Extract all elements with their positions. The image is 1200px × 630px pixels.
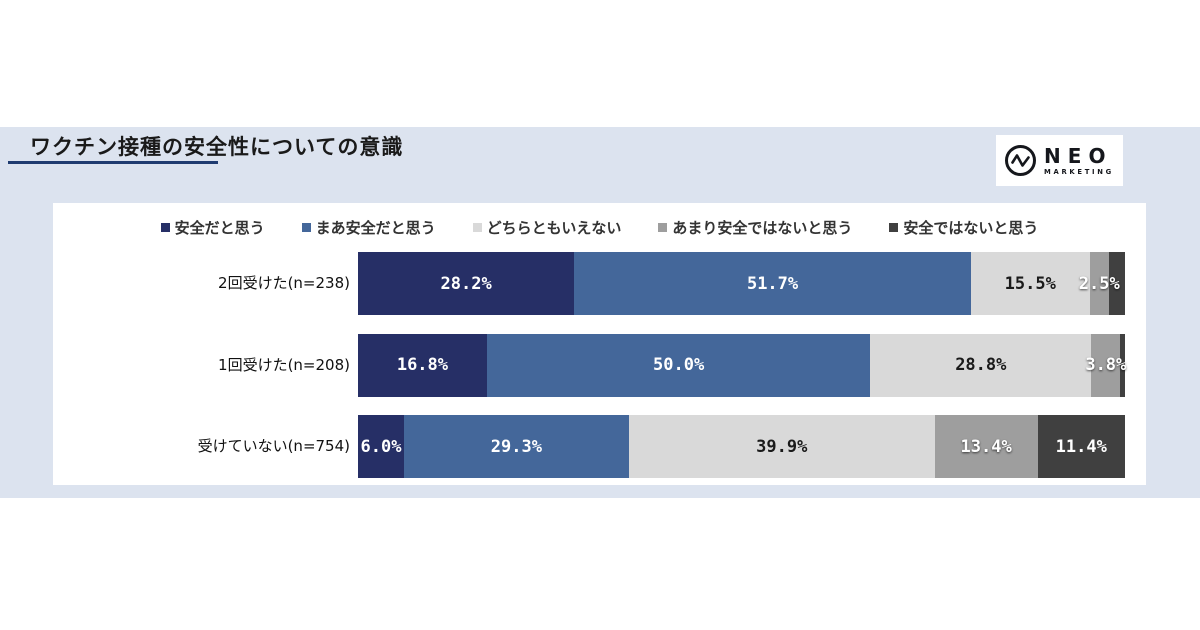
stacked-bar: 6.0% 29.3% 39.9% 13.4% 11.4% <box>358 415 1125 478</box>
bar-value-label: 3.8% <box>1085 355 1127 375</box>
bar-value-label: 6.0% <box>360 436 402 457</box>
bar-segment: 2.5% <box>1079 252 1120 315</box>
title-underline <box>8 161 218 164</box>
legend-swatch-icon <box>658 223 668 232</box>
legend-swatch-icon <box>472 223 482 232</box>
logo-pulse-icon <box>1005 145 1037 176</box>
bar-segment: 11.4% <box>1037 415 1125 478</box>
legend-label: あまり安全ではないと思う <box>672 219 853 237</box>
legend-item: まあ安全だと思う <box>301 217 436 238</box>
bar-segment: 15.5% <box>970 252 1090 315</box>
logo-subtitle: MARKETING <box>1044 167 1114 176</box>
page-title: ワクチン接種の安全性についての意識 <box>30 135 404 159</box>
legend-label: 安全だと思う <box>174 219 265 237</box>
neo-marketing-logo: NEO MARKETING <box>996 135 1123 186</box>
legend-item: どちらともいえない <box>472 217 622 238</box>
legend-label: 安全ではないと思う <box>903 219 1039 237</box>
legend-swatch-icon <box>160 223 170 232</box>
stacked-bar: 28.2% 51.7% 15.5% 2.5% <box>358 252 1125 315</box>
bar-segment: 3.8% <box>1085 333 1126 397</box>
stacked-bar: 16.8% 50.0% 28.8% 3.8% <box>358 333 1126 397</box>
bar-value-label: 29.3% <box>490 436 542 457</box>
legend: 安全だと思う まあ安全だと思う どちらともいえない あまり安全ではないと思う 安全ではな… <box>53 217 1146 238</box>
logo-text: NEO MARKETING <box>1044 146 1114 176</box>
bar-segment <box>1120 333 1125 397</box>
bar-value-label: 51.7% <box>746 273 799 294</box>
bar-value-label: 2.5% <box>1078 273 1120 294</box>
chart-row: 2回受けた(n=238) 28.2% 51.7% 15.5% 2.5% <box>53 252 1146 315</box>
bar-value-label: 16.8% <box>396 355 449 375</box>
bar-segment: 28.8% <box>870 333 1092 397</box>
bar-value-label: 11.4% <box>1055 436 1107 457</box>
bar-segment: 29.3% <box>404 415 629 478</box>
row-label: 2回受けた(n=238) <box>218 274 350 292</box>
bar-value-label: 39.9% <box>756 436 808 457</box>
bar-value-label: 28.8% <box>955 355 1007 375</box>
bar-value-label: 13.4% <box>960 436 1012 457</box>
content-band: ワクチン接種の安全性についての意識 NEO MARKETING 安全だと思う まあ… <box>0 127 1200 498</box>
chart-panel: 安全だと思う まあ安全だと思う どちらともいえない あまり安全ではないと思う 安全ではな… <box>53 203 1146 485</box>
bar-segment: 13.4% <box>934 415 1038 478</box>
bar-segment <box>1108 252 1125 315</box>
bar-value-label: 50.0% <box>653 355 705 375</box>
legend-label: まあ安全だと思う <box>315 219 436 237</box>
bar-segment: 39.9% <box>628 415 935 478</box>
row-label: 受けていない(n=754) <box>197 437 350 455</box>
bar-segment: 6.0% <box>358 415 405 478</box>
legend-swatch-icon <box>301 223 311 232</box>
legend-label: どちらともいえない <box>486 219 622 237</box>
bar-value-label: 15.5% <box>1004 273 1056 294</box>
logo-name: NEO <box>1044 143 1113 168</box>
legend-swatch-icon <box>889 223 899 232</box>
chart-row: 1回受けた(n=208) 16.8% 50.0% 28.8% 3.8% <box>53 333 1146 397</box>
chart-row: 受けていない(n=754) 6.0% 29.3% 39.9% 13.4% 11.4% <box>53 415 1146 478</box>
legend-item: 安全ではないと思う <box>889 217 1038 238</box>
legend-item: 安全だと思う <box>160 217 265 238</box>
bar-value-label: 28.2% <box>440 273 492 294</box>
bar-segment: 51.7% <box>574 252 971 315</box>
bar-segment: 50.0% <box>486 333 871 397</box>
legend-item: あまり安全ではないと思う <box>658 217 852 238</box>
bar-segment: 28.2% <box>358 252 575 315</box>
row-label: 1回受けた(n=208) <box>218 355 350 374</box>
bar-segment: 16.8% <box>358 333 487 397</box>
